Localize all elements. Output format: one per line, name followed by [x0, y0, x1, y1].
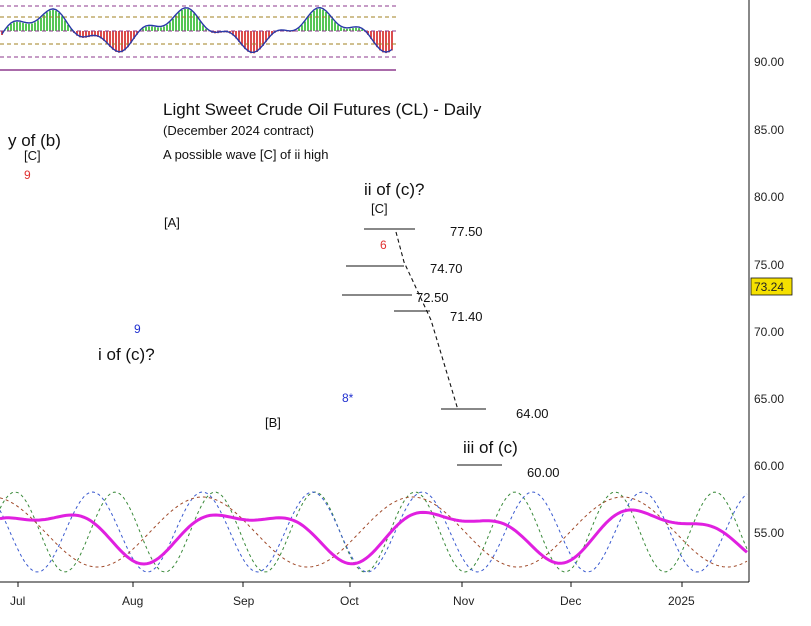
last-price-badge — [750, 277, 793, 296]
x-tick-jul: Jul — [10, 594, 25, 608]
level-label-60-00: 60.00 — [527, 465, 560, 480]
wave-label-y-of-b: y of (b) — [8, 131, 61, 150]
chart-subtitle: (December 2024 contract) — [163, 123, 314, 138]
oscillator-line — [1, 6, 393, 53]
cycle-blue — [0, 491, 748, 573]
cycle-green — [0, 491, 748, 573]
x-tick-nov: Nov — [453, 594, 474, 608]
wave-label-b: [B] — [265, 415, 281, 430]
y-tick-85: 85.00 — [754, 123, 784, 137]
last-price-text: 73.24 — [754, 280, 784, 294]
level-label-72-50: 72.50 — [416, 290, 449, 305]
momentum-oscillator-panel — [0, 5, 396, 71]
level-label-64-00: 64.00 — [516, 406, 549, 421]
chart-note: A possible wave [C] of ii high — [163, 147, 328, 162]
cycle-composite — [0, 508, 748, 566]
count-label-9-red: 9 — [24, 168, 31, 182]
y-tick-75: 75.00 — [754, 258, 784, 272]
y-tick-70: 70.00 — [754, 325, 784, 339]
y-tick-80: 80.00 — [754, 190, 784, 204]
cycle-brown — [0, 496, 748, 568]
cycle-lines — [0, 491, 748, 573]
price-levels — [342, 228, 502, 466]
projection-path — [395, 231, 459, 411]
count-label-8-blue: 8* — [342, 391, 354, 405]
y-tick-60: 60.00 — [754, 459, 784, 473]
wave-label-iii-of-c: iii of (c) — [463, 438, 518, 457]
x-tick-dec: Dec — [560, 594, 581, 608]
x-tick-aug: Aug — [122, 594, 143, 608]
level-label-77-50: 77.50 — [450, 224, 483, 239]
x-tick-sep: Sep — [233, 594, 255, 608]
y-tick-90: 90.00 — [754, 55, 784, 69]
wave-label-ii-of-c: ii of (c)? — [364, 180, 424, 199]
y-axis: 55.00 60.00 65.00 70.00 75.00 80.00 85.0… — [0, 0, 793, 583]
wave-label-c-2: [C] — [371, 201, 388, 216]
count-label-9-blue: 9 — [134, 322, 141, 336]
level-label-71-40: 71.40 — [450, 309, 483, 324]
wave-label-i-of-c: i of (c)? — [98, 345, 155, 364]
y-tick-65: 65.00 — [754, 392, 784, 406]
x-axis: Jul Aug Sep Oct Nov Dec 2025 — [10, 582, 695, 608]
wave-label-a: [A] — [164, 215, 180, 230]
chart-title: Light Sweet Crude Oil Futures (CL) - Dai… — [163, 100, 482, 119]
count-label-6-red: 6 — [380, 238, 387, 252]
y-tick-55: 55.00 — [754, 526, 784, 540]
level-label-74-70: 74.70 — [430, 261, 463, 276]
x-tick-2025: 2025 — [668, 594, 695, 608]
wave-label-c-1: [C] — [24, 148, 41, 163]
x-tick-oct: Oct — [340, 594, 359, 608]
x-tick-marks — [17, 582, 683, 587]
